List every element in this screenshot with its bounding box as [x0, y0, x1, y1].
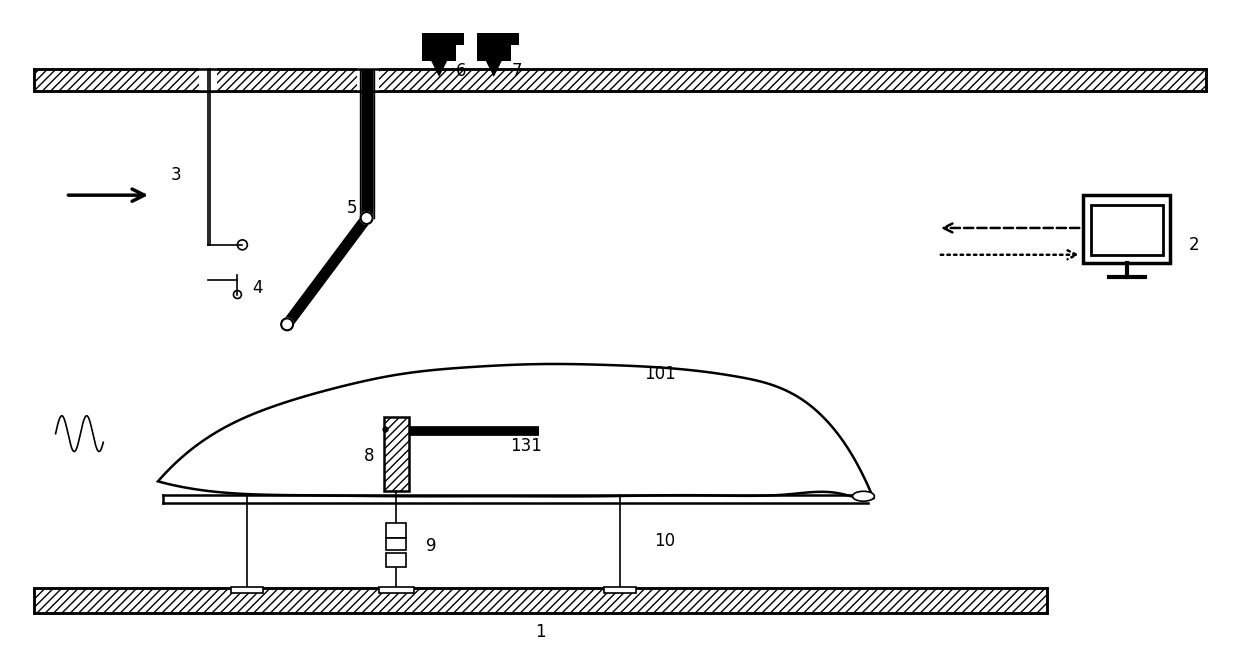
Bar	[383, 417, 409, 491]
Bar	[232, 587, 263, 593]
Bar	[604, 587, 636, 593]
Bar	[387, 553, 407, 567]
Text: 8: 8	[365, 448, 374, 466]
Text: 3: 3	[171, 166, 181, 184]
Bar	[198, 68, 217, 92]
Bar	[357, 68, 378, 92]
Polygon shape	[157, 364, 873, 499]
Circle shape	[361, 212, 372, 224]
Bar	[387, 538, 407, 550]
Text: 9: 9	[427, 537, 436, 555]
Polygon shape	[432, 61, 448, 77]
Polygon shape	[486, 61, 502, 77]
Bar	[33, 588, 1048, 613]
Ellipse shape	[853, 491, 874, 501]
Text: 2: 2	[1189, 236, 1199, 254]
Text: 101: 101	[644, 365, 676, 383]
Text: 7: 7	[511, 62, 522, 80]
Text: 1: 1	[536, 623, 546, 641]
Text: 10: 10	[655, 532, 676, 550]
Text: 5: 5	[346, 199, 357, 217]
Bar	[477, 33, 511, 61]
Bar	[423, 33, 456, 61]
Bar	[387, 523, 407, 538]
Text: 4: 4	[252, 279, 263, 297]
Bar	[508, 33, 518, 45]
Bar	[378, 587, 414, 593]
Bar	[454, 33, 464, 45]
Bar	[33, 69, 1207, 91]
Bar	[383, 417, 409, 491]
Circle shape	[281, 319, 293, 330]
Bar	[1091, 205, 1163, 255]
Text: 6: 6	[456, 62, 466, 80]
Bar	[1083, 195, 1171, 263]
Text: 131: 131	[510, 437, 542, 455]
